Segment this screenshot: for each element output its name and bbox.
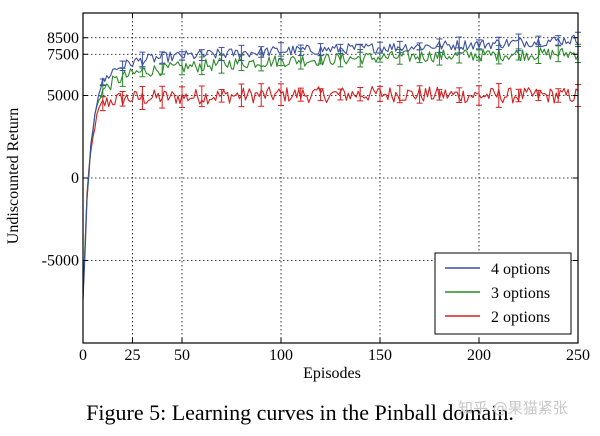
legend: 4 options 3 options 2 options bbox=[434, 252, 572, 335]
x-tick-label-50: 50 bbox=[174, 347, 190, 364]
x-axis-label: Episodes bbox=[303, 365, 361, 382]
legend-label-3-options: 3 options bbox=[491, 285, 550, 302]
legend-label-4-options: 4 options bbox=[491, 261, 550, 278]
y-tick-label-8500: 8500 bbox=[47, 30, 79, 47]
y-tick-label--5000: -5000 bbox=[42, 253, 79, 270]
legend-box bbox=[434, 252, 572, 335]
series-line-4-options bbox=[82, 34, 579, 301]
x-tick-label-100: 100 bbox=[269, 347, 293, 364]
legend-label-2-options: 2 options bbox=[491, 309, 550, 326]
y-tick-label-7500: 7500 bbox=[47, 46, 79, 63]
y-tick-label-0: 0 bbox=[71, 170, 79, 187]
x-tick-label-150: 150 bbox=[368, 347, 392, 364]
series-line-3-options bbox=[82, 47, 579, 297]
series-2-options bbox=[82, 83, 581, 293]
series-4-options bbox=[82, 31, 581, 301]
x-tick-label-250: 250 bbox=[566, 347, 590, 364]
y-axis-label: Undiscounted Return bbox=[5, 108, 22, 244]
x-tick-label-25: 25 bbox=[125, 347, 141, 364]
x-tick-label-0: 0 bbox=[79, 347, 87, 364]
series-layer bbox=[82, 31, 581, 301]
y-tick-label-5000: 5000 bbox=[47, 88, 79, 105]
watermark: 知乎 @果猫紧张 bbox=[458, 399, 568, 417]
x-tick-label-200: 200 bbox=[467, 347, 491, 364]
figure-caption: Figure 5: Learning curves in the Pinball… bbox=[86, 400, 514, 425]
series-line-2-options bbox=[82, 85, 579, 293]
